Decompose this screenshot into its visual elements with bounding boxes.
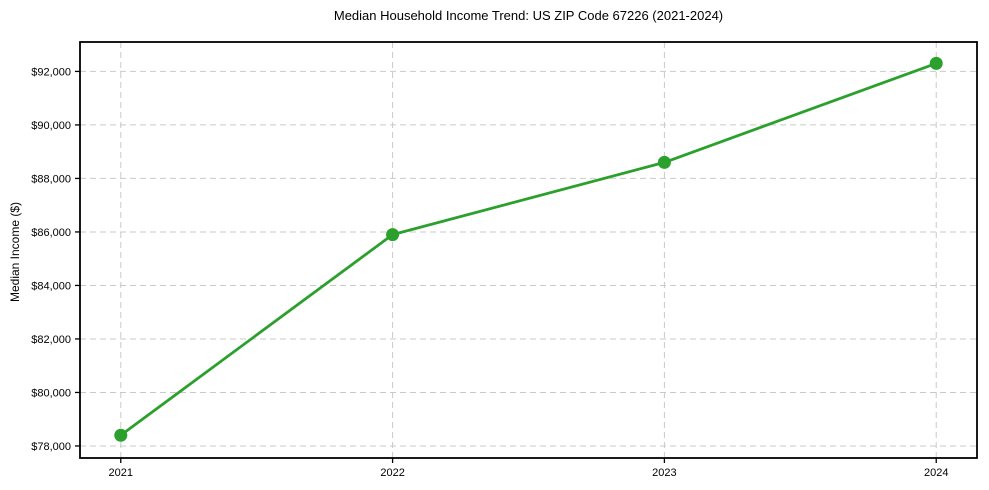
y-tick-label: $90,000 <box>31 120 71 132</box>
y-tick-label: $80,000 <box>31 387 71 399</box>
y-tick-label: $92,000 <box>31 66 71 78</box>
data-point-marker <box>386 228 400 242</box>
trend-line <box>119 62 938 437</box>
data-point-marker <box>657 155 671 169</box>
x-tick-label: 2023 <box>652 467 676 479</box>
y-tick-label: $82,000 <box>31 334 71 346</box>
y-tick-label: $88,000 <box>31 173 71 185</box>
plot-border <box>79 41 978 459</box>
y-tick-label: $78,000 <box>31 441 71 453</box>
data-point-marker <box>929 56 943 70</box>
x-tick-label: 2021 <box>109 467 133 479</box>
data-point-marker <box>114 428 128 442</box>
y-tick-label: $86,000 <box>31 227 71 239</box>
plot-area-background <box>80 42 977 458</box>
y-tick-label: $84,000 <box>31 280 71 292</box>
chart-title: Median Household Income Trend: US ZIP Co… <box>333 8 724 23</box>
x-tick-label: 2022 <box>380 467 404 479</box>
y-axis-title: Median Income ($) <box>8 201 22 303</box>
x-tick-label: 2024 <box>924 467 948 479</box>
